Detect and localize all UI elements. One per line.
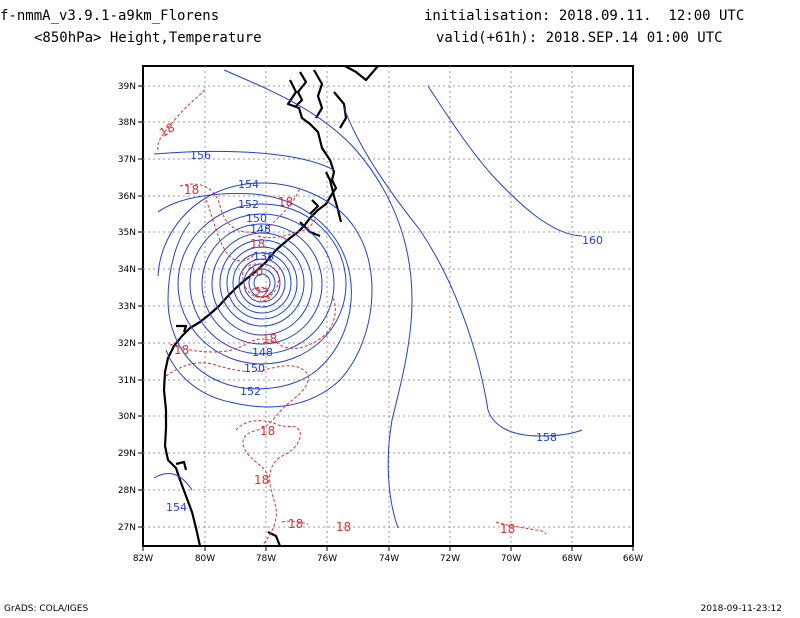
temperature-contours — [157, 87, 547, 547]
height-contour — [343, 107, 583, 437]
height-label: 148 — [252, 346, 273, 359]
temperature-label: 18 — [336, 520, 351, 534]
height-contour — [157, 193, 352, 390]
height-contour — [189, 213, 335, 355]
lat-label: 33N — [118, 302, 136, 312]
temperature-label: 22 — [254, 286, 269, 300]
height-contour — [248, 268, 276, 298]
lat-label: 37N — [118, 155, 136, 165]
temperature-label: 18 — [260, 424, 275, 438]
height-contour — [153, 150, 335, 171]
lat-label: 29N — [118, 449, 136, 459]
longitude-labels: 82W 80W 78W 76W 74W 72W 70W 68W 66W — [133, 554, 643, 564]
temperature-contour — [205, 199, 259, 262]
lon-label: 76W — [317, 554, 337, 564]
temperature-label: 18 — [184, 183, 199, 197]
lon-label: 74W — [379, 554, 399, 564]
height-label: 154 — [166, 501, 187, 514]
height-label: 148 — [250, 223, 271, 236]
lat-label: 32N — [118, 339, 136, 349]
lon-label: 82W — [133, 554, 153, 564]
lon-label: 68W — [562, 554, 582, 564]
height-contour — [201, 223, 323, 345]
temperature-label: 18 — [288, 517, 303, 531]
latitude-labels: 39N 38N 37N 36N 35N 34N 33N 32N 31N 30N … — [118, 82, 136, 533]
lat-label: 27N — [118, 523, 136, 533]
height-contour — [211, 232, 313, 336]
lat-label: 38N — [118, 118, 136, 128]
valid-time: valid(+61h): 2018.SEP.14 01:00 UTC — [436, 30, 723, 46]
footer-credit: GrADS: COLA/IGES — [4, 604, 89, 614]
height-label: 156 — [190, 149, 211, 162]
height-label: 160 — [582, 234, 603, 247]
height-contour — [238, 258, 286, 308]
temperature-contour — [281, 520, 309, 525]
height-label: 158 — [536, 431, 557, 444]
temperature-label: 18 — [157, 120, 177, 140]
lon-label: 66W — [623, 554, 643, 564]
height-contour — [223, 69, 413, 529]
lat-label: 34N — [118, 265, 136, 275]
field-title: <850hPa> Height,Temperature — [34, 30, 262, 46]
temperature-labels: 18 18 18 18 20 22 18 18 18 18 18 18 18 — [157, 120, 515, 536]
lat-label: 30N — [118, 412, 136, 422]
graticule — [143, 66, 633, 546]
height-contour — [253, 273, 271, 293]
model-title: f-nmmA_v3.9.1-a9km_Florens — [0, 8, 220, 24]
height-label: 152 — [240, 385, 261, 398]
height-contours — [153, 69, 583, 529]
lat-label: 36N — [118, 192, 136, 202]
height-contour — [153, 473, 193, 491]
temperature-contour — [169, 295, 336, 353]
temperature-contour — [165, 362, 309, 485]
footer-timestamp: 2018-09-11-23:12 — [700, 604, 783, 614]
temperature-label: 18 — [500, 522, 515, 536]
lat-label: 31N — [118, 376, 136, 386]
lat-label: 35N — [118, 228, 136, 238]
temperature-contour — [257, 217, 317, 239]
temperature-label: 18 — [278, 195, 293, 209]
lon-label: 78W — [256, 554, 276, 564]
height-label: 154 — [238, 178, 259, 191]
temperature-label: 18 — [262, 332, 277, 346]
axis-ticks — [138, 85, 634, 551]
height-contour — [219, 239, 305, 327]
height-label: 150 — [246, 212, 267, 225]
lat-label: 39N — [118, 82, 136, 92]
temperature-label: 18 — [174, 343, 189, 357]
lon-label: 80W — [195, 554, 215, 564]
height-contour — [177, 203, 347, 365]
temperature-contour — [179, 183, 301, 233]
temperature-label: 18 — [250, 237, 265, 251]
temperature-contour — [495, 521, 547, 535]
height-contour — [226, 246, 298, 320]
temperature-contour — [235, 420, 301, 547]
temperature-label: 18 — [254, 473, 269, 487]
lon-label: 72W — [440, 554, 460, 564]
height-contour — [232, 252, 292, 314]
temperature-contour — [157, 87, 207, 151]
lat-label: 28N — [118, 486, 136, 496]
height-labels: 156 154 152 150 148 138 148 150 152 158 … — [166, 149, 603, 514]
height-label: 138 — [253, 250, 274, 263]
height-label: 152 — [238, 198, 259, 211]
init-time: initialisation: 2018.09.11. 12:00 UTC — [424, 8, 745, 24]
temperature-contour — [251, 286, 271, 301]
height-contour — [427, 85, 583, 237]
coastline — [162, 65, 379, 547]
height-contour — [157, 182, 373, 408]
lon-label: 70W — [501, 554, 521, 564]
height-label: 150 — [244, 362, 265, 375]
temperature-label: 20 — [248, 265, 263, 279]
